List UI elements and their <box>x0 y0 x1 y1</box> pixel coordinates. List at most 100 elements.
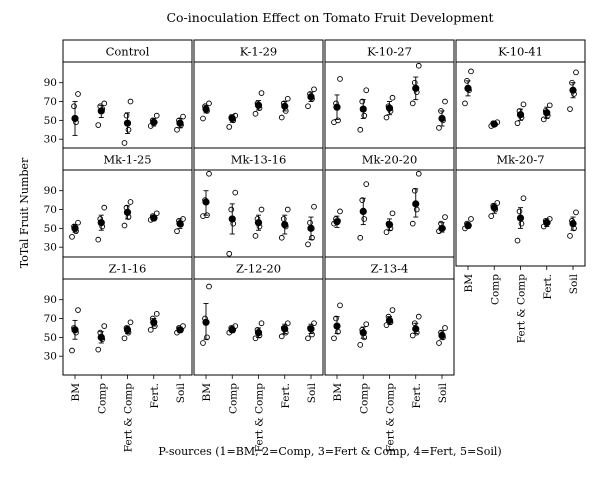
mean-point <box>123 119 132 127</box>
mean-point <box>516 111 525 119</box>
panel-k-10-27: K-10-27 <box>324 39 455 159</box>
y-tick-label: 70 <box>44 313 57 325</box>
replicate-point <box>200 340 206 346</box>
mean-point <box>333 322 341 330</box>
mean-point <box>97 219 105 227</box>
replicate-point <box>363 87 370 94</box>
panel-plot-area <box>193 278 324 376</box>
x-tick-label-soil: Soil <box>306 382 318 403</box>
replicate-point <box>101 204 108 211</box>
mean-point <box>359 207 367 216</box>
mean-point <box>150 318 158 326</box>
x-tick-label-fert: Fert. <box>149 383 161 409</box>
replicate-point <box>389 307 396 313</box>
replicate-point <box>546 102 553 109</box>
mean-point <box>385 220 394 229</box>
y-tick-label: 50 <box>44 115 57 127</box>
panel-plot-area <box>324 278 455 376</box>
replicate-point <box>305 241 311 248</box>
replicate-point <box>357 126 364 133</box>
panel-strip-label: Mk-13-16 <box>231 153 287 167</box>
replicate-point <box>357 342 364 348</box>
mean-point <box>71 114 79 123</box>
y-tick-label: 30 <box>44 242 57 254</box>
replicate-point <box>335 117 341 124</box>
replicate-point <box>206 100 212 107</box>
replicate-point <box>95 346 102 353</box>
mean-point <box>490 204 498 212</box>
mean-point <box>176 119 184 127</box>
replicate-point <box>280 216 287 222</box>
mean-point <box>569 86 577 94</box>
panel-strip-label: Z-1-16 <box>109 262 147 276</box>
replicate-point <box>383 114 390 121</box>
replicate-point <box>409 100 416 107</box>
replicate-point <box>305 335 311 342</box>
replicate-point <box>75 307 81 313</box>
y-tick-label: 70 <box>44 204 57 216</box>
mean-point <box>228 215 236 223</box>
x-axis-label: P-sources (1=BM, 2=Comp, 3=Fert & Comp, … <box>158 445 501 458</box>
replicate-point <box>75 219 81 226</box>
mean-point <box>307 93 315 101</box>
mean-point <box>412 325 420 333</box>
replicate-point <box>468 68 474 75</box>
replicate-point <box>389 210 396 217</box>
replicate-point <box>409 220 416 227</box>
y-tick-label: 30 <box>44 351 57 363</box>
facet-panels: Control 30 50 70 90 K-1-29 K-10-27 K-10-41 Mk-1-… <box>44 39 586 452</box>
replicate-point <box>413 206 420 213</box>
mean-point <box>307 224 315 232</box>
panel-strip-label: Mk-1-25 <box>103 153 151 167</box>
panel-z-1-16: Z-1-16 30 50 70 90 BM Comp Fert & Comp Fert. Soil <box>44 256 193 452</box>
y-tick-label: 90 <box>44 185 57 197</box>
replicate-point <box>174 228 180 235</box>
x-tick-label-comp: Comp <box>227 383 239 414</box>
replicate-point <box>409 332 416 339</box>
y-tick-label: 90 <box>44 77 57 89</box>
x-tick-label-fert: Fert. <box>542 274 554 300</box>
mean-point <box>438 331 446 340</box>
replicate-point <box>252 233 259 239</box>
replicate-point <box>468 216 474 222</box>
panel-strip-label: K-10-27 <box>367 45 412 59</box>
replicate-point <box>383 229 390 235</box>
replicate-point <box>284 320 291 327</box>
replicate-point <box>337 302 343 309</box>
x-tick-label-comp: Comp <box>489 274 501 305</box>
mean-point <box>438 114 446 123</box>
replicate-point <box>442 214 448 220</box>
mean-point <box>202 105 210 113</box>
replicate-point <box>573 209 579 216</box>
mean-point <box>543 109 551 117</box>
replicate-point <box>101 323 108 329</box>
replicate-point <box>488 213 495 219</box>
replicate-point <box>415 313 422 320</box>
replicate-point <box>147 326 154 333</box>
replicate-point <box>127 199 134 205</box>
replicate-point <box>69 347 75 354</box>
replicate-point <box>311 86 317 93</box>
mean-point <box>307 325 315 333</box>
panel-z-13-4: Z-13-4 BM Comp Fert & Comp Fert. Soil <box>324 256 455 452</box>
mean-point <box>543 219 551 227</box>
replicate-point <box>206 283 212 290</box>
y-tick-label: 70 <box>44 96 57 108</box>
replicate-point <box>411 79 418 86</box>
replicate-point <box>174 126 180 133</box>
panel-z-12-20: Z-12-20 BM Comp Fert & Comp Fert. Soil <box>193 256 324 452</box>
replicate-point <box>69 233 75 240</box>
replicate-point <box>331 335 337 342</box>
replicate-point <box>442 98 448 105</box>
x-tick-label-fert-comp: Fert & Comp <box>516 274 528 343</box>
replicate-point <box>200 115 206 122</box>
x-tick-label-soil: Soil <box>568 273 580 294</box>
replicate-point <box>258 320 265 327</box>
mean-point <box>281 220 289 229</box>
replicate-point <box>361 216 368 222</box>
mean-point <box>359 105 367 113</box>
mean-point <box>438 224 446 232</box>
mean-point <box>412 84 420 92</box>
replicate-point <box>415 170 422 177</box>
